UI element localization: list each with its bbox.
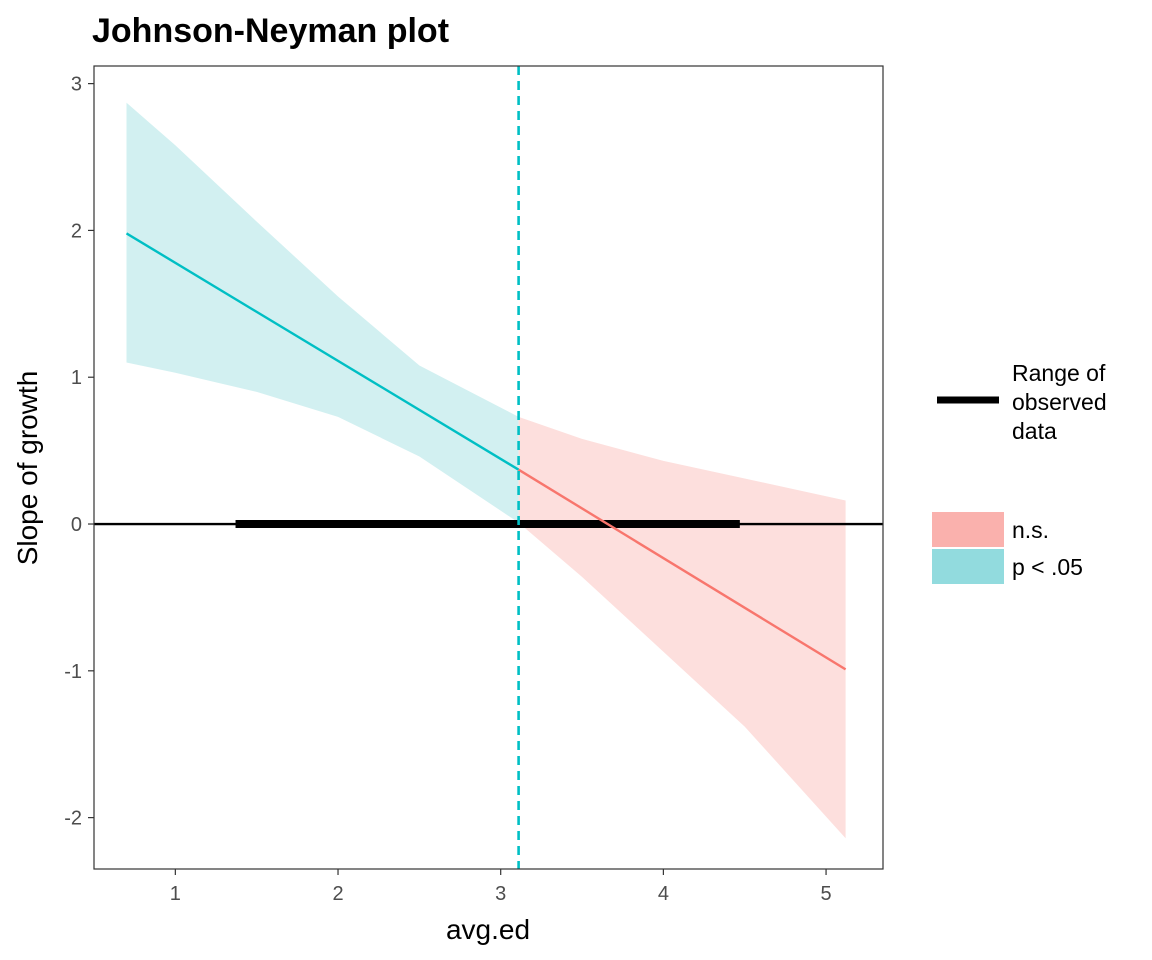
y-axis-title: Slope of growth [12,371,43,566]
y-tick-label: 0 [71,514,82,536]
x-tick-label: 2 [332,883,343,905]
x-tick-label: 4 [658,883,669,905]
plot-area [94,66,883,869]
y-tick-label: 1 [71,367,82,389]
x-axis-title: avg.ed [446,914,530,945]
x-tick-label: 3 [495,883,506,905]
y-tick-label: -1 [64,661,82,683]
significant-confidence-band [126,102,519,523]
nonsignificant-slope-line [517,468,847,671]
y-tick-label: -2 [64,808,82,830]
nonsignificant-confidence-band [518,416,846,839]
x-axis: 1 2 3 4 5 [170,869,832,905]
x-tick-label: 5 [820,883,831,905]
x-tick-label: 1 [170,883,181,905]
y-axis: 3 2 1 0 -1 -2 [64,74,94,830]
chart-title: Johnson-Neyman plot [92,12,449,50]
legend-nonsignificant-swatch [932,512,1004,547]
legend-nonsignificant-label: n.s. [1012,517,1049,543]
legend-range-label: data [1012,418,1057,444]
legend: Range of observed data n.s. p < .05 [932,360,1107,584]
legend-significant-label: p < .05 [1012,554,1083,580]
y-tick-label: 3 [71,74,82,96]
legend-range-label: observed [1012,389,1107,415]
significant-slope-line [125,232,520,471]
legend-range-label: Range of [1012,360,1106,386]
y-tick-label: 2 [71,220,82,242]
plot-border [93,65,884,870]
legend-significant-swatch [932,549,1004,584]
